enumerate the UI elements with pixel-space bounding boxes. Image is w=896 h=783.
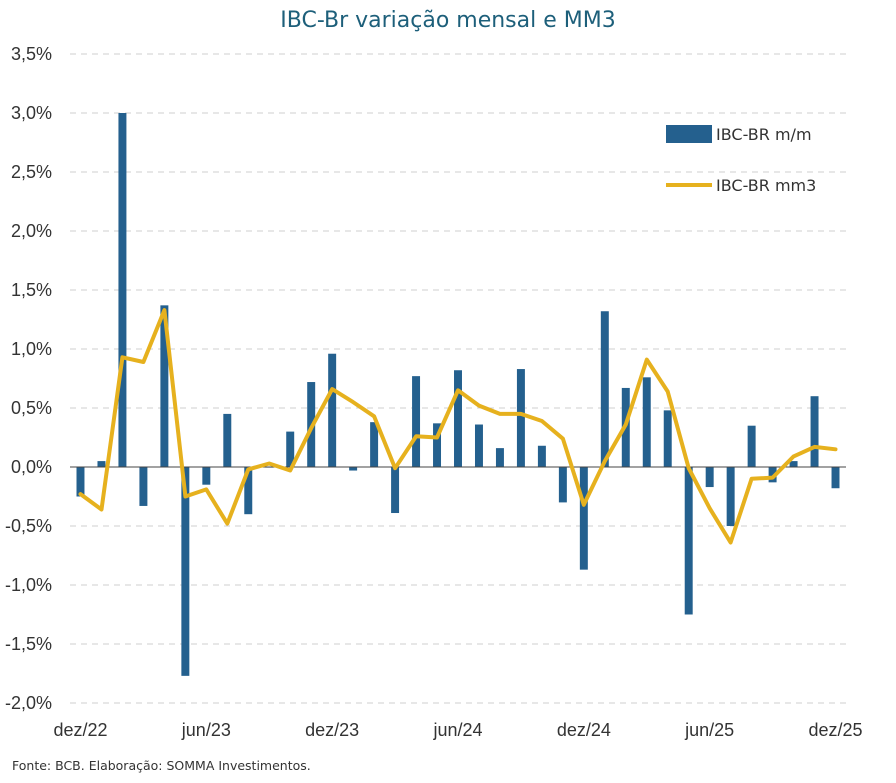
legend-label-line: IBC-BR mm3 [716,176,816,195]
y-tick-label: -1,0% [5,575,52,595]
y-tick-label: 1,5% [11,280,52,300]
bar-dez-25 [831,467,840,489]
chart-title: IBC-Br variação mensal e MM3 [280,8,615,33]
bar-ago-23 [244,467,253,515]
bar-jan-24 [349,467,358,471]
bar-jul-24 [474,424,483,467]
source-note: Fonte: BCB. Elaboração: SOMMA Investimen… [12,758,311,773]
y-tick-label: 0,5% [11,398,52,418]
bar-mar-25 [642,377,651,467]
bar-jun-25 [705,467,714,488]
bar-out-25 [789,461,798,467]
bar-mai-25 [684,467,693,615]
y-tick-label: -0,5% [5,516,52,536]
bar-ago-25 [747,425,756,467]
bar-nov-24 [558,467,567,503]
bar-mar-24 [391,467,400,514]
bar-nov-25 [810,396,819,467]
y-tick-label: 2,0% [11,221,52,241]
bar-jun-24 [454,370,462,467]
x-tick-label: jun/25 [684,720,734,740]
bar-dez-24 [579,467,588,570]
bar-ago-24 [495,448,504,467]
bar-out-24 [537,445,546,467]
bar-jan-23 [97,461,106,467]
x-tick-label: dez/25 [808,720,862,740]
bar-out-23 [286,431,295,467]
bar-abr-24 [412,376,421,467]
y-tick-label: -2,0% [5,693,52,713]
y-axis-ticks: 3,5% 3,0% 2,5% 2,0% 1,5% 1,0% 0,5% 0,0% -0,5% -1,… [5,44,52,713]
x-tick-label: dez/23 [305,720,359,740]
y-tick-label: 0,0% [11,457,52,477]
bar-abr-25 [663,410,672,467]
y-tick-label: -1,5% [5,634,52,654]
bar-jun-23 [202,467,211,485]
x-tick-label: dez/24 [557,720,611,740]
bar-abr-23 [160,305,169,467]
bar-jan-25 [600,311,609,467]
y-tick-label: 3,5% [11,44,52,64]
x-tick-label: dez/22 [53,720,107,740]
y-tick-label: 2,5% [11,162,52,182]
bar-dez-23 [328,353,337,467]
bar-dez-22 [76,467,85,497]
line-series-ibc-br-mm3 [78,308,838,545]
bar-mar-23 [139,467,148,506]
bar-fev-23 [118,113,127,467]
bar-set-25 [768,467,777,483]
y-tick-label: 3,0% [11,103,52,123]
bar-mai-24 [433,423,442,467]
x-tick-label: jun/24 [432,720,482,740]
legend-label-bar: IBC-BR m/m [716,125,812,144]
legend-swatch-bar [666,125,712,143]
bar-set-24 [516,369,525,467]
x-axis-ticks: dez/22 jun/23 dez/23 jun/24 dez/24 jun/25 dez/… [53,720,862,740]
bar-mai-23 [181,467,190,676]
bar-jul-25 [726,467,735,526]
bar-jul-23 [223,413,232,467]
bar-fev-24 [370,422,379,467]
legend: IBC-BR m/m IBC-BR mm3 [666,125,816,195]
y-tick-label: 1,0% [11,339,52,359]
x-tick-label: jun/23 [181,720,231,740]
